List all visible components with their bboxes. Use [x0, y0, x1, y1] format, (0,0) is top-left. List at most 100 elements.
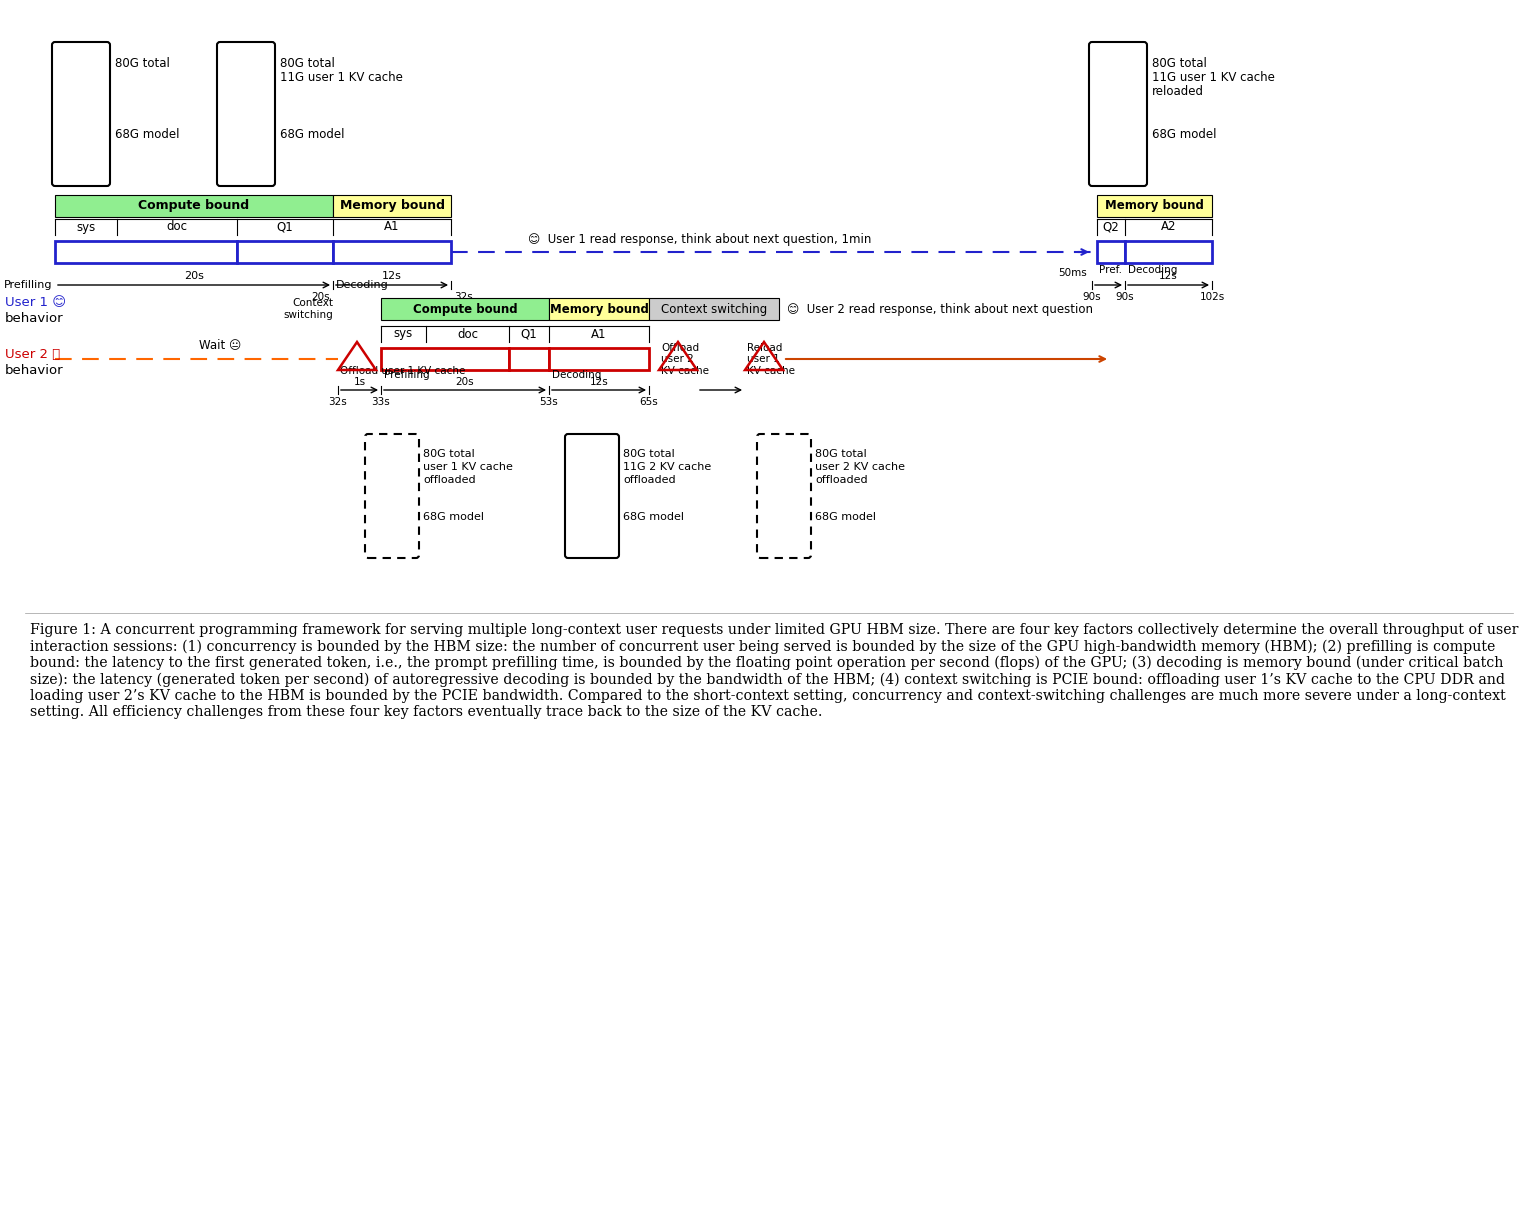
Bar: [549, 298, 649, 320]
Text: offloaded: offloaded: [423, 475, 475, 485]
Text: 50ms: 50ms: [1058, 268, 1087, 278]
Text: Memory bound: Memory bound: [549, 303, 649, 315]
Text: 12s: 12s: [1160, 271, 1178, 281]
Text: Compute bound: Compute bound: [412, 303, 517, 315]
Text: 😊  User 2 read response, think about next question: 😊 User 2 read response, think about next…: [787, 303, 1094, 315]
Text: doc: doc: [166, 221, 188, 234]
Text: 68G model: 68G model: [280, 128, 345, 142]
Text: reloaded: reloaded: [1152, 85, 1204, 98]
Text: 65s: 65s: [640, 398, 658, 407]
Text: Q1: Q1: [277, 221, 294, 234]
Bar: [58, 86, 103, 179]
Text: 33s: 33s: [372, 398, 391, 407]
Bar: [509, 348, 549, 370]
Text: Prefilling: Prefilling: [384, 370, 429, 381]
Text: user 1 KV cache: user 1 KV cache: [423, 462, 512, 471]
Text: 80G total: 80G total: [623, 448, 675, 459]
Text: 90s: 90s: [1115, 292, 1135, 302]
Text: Prefilling: Prefilling: [3, 280, 52, 290]
Bar: [572, 471, 612, 551]
Text: 80G total: 80G total: [1152, 57, 1207, 70]
Text: 68G model: 68G model: [1152, 128, 1217, 142]
Text: behavior: behavior: [5, 365, 63, 377]
Text: 68G model: 68G model: [623, 511, 684, 522]
Bar: [764, 471, 804, 551]
Text: 53s: 53s: [540, 398, 558, 407]
Bar: [549, 348, 649, 370]
Text: 11G user 1 KV cache: 11G user 1 KV cache: [280, 72, 403, 84]
Text: 80G total: 80G total: [815, 448, 867, 459]
Bar: [1097, 241, 1124, 263]
Text: sys: sys: [77, 221, 95, 234]
Text: 12s: 12s: [589, 377, 609, 387]
Bar: [764, 444, 804, 471]
Text: A1: A1: [384, 221, 400, 234]
Text: 68G model: 68G model: [115, 128, 180, 142]
Text: 32s: 32s: [454, 292, 472, 302]
Text: 20s: 20s: [185, 271, 205, 281]
Text: 68G model: 68G model: [815, 511, 877, 522]
FancyBboxPatch shape: [757, 434, 811, 558]
Text: User 1 😊: User 1 😊: [5, 297, 66, 309]
Bar: [1097, 86, 1140, 179]
Bar: [58, 50, 103, 84]
Text: 32s: 32s: [329, 398, 348, 407]
Text: Decoding: Decoding: [1127, 265, 1178, 275]
Text: User 2 👺: User 2 👺: [5, 348, 60, 360]
Text: Offload
user 2
KV cache: Offload user 2 KV cache: [661, 343, 709, 376]
Text: user 2 KV cache: user 2 KV cache: [815, 462, 904, 471]
Bar: [1124, 241, 1212, 263]
Text: 11G 2 KV cache: 11G 2 KV cache: [623, 462, 711, 471]
Bar: [649, 298, 780, 320]
Text: Wait 😐: Wait 😐: [198, 338, 241, 351]
Bar: [381, 348, 509, 370]
Bar: [1097, 195, 1212, 217]
Text: 80G total: 80G total: [115, 57, 169, 70]
Text: 20s: 20s: [311, 292, 331, 302]
Bar: [225, 50, 268, 84]
Text: 68G model: 68G model: [423, 511, 484, 522]
Bar: [1097, 50, 1140, 84]
FancyBboxPatch shape: [1089, 42, 1147, 185]
Text: 102s: 102s: [1200, 292, 1224, 302]
Text: Figure 1: A concurrent programming framework for serving multiple long-context u: Figure 1: A concurrent programming frame…: [31, 623, 1518, 720]
Text: Context
switching: Context switching: [283, 298, 334, 320]
Text: Compute bound: Compute bound: [138, 200, 249, 212]
Bar: [55, 195, 334, 217]
Text: Memory bound: Memory bound: [1106, 200, 1204, 212]
Text: sys: sys: [394, 327, 414, 341]
Text: 80G total: 80G total: [280, 57, 335, 70]
Text: 😊  User 1 read response, think about next question, 1min: 😊 User 1 read response, think about next…: [529, 233, 872, 246]
Bar: [381, 298, 549, 320]
Text: Context switching: Context switching: [661, 303, 767, 315]
Bar: [372, 444, 412, 471]
Text: behavior: behavior: [5, 313, 63, 326]
FancyBboxPatch shape: [365, 434, 418, 558]
Text: Pref.: Pref.: [1100, 265, 1123, 275]
Bar: [572, 444, 612, 471]
Text: Memory bound: Memory bound: [340, 200, 444, 212]
Text: A2: A2: [1161, 221, 1177, 234]
Text: Offload user 1 KV cache: Offload user 1 KV cache: [340, 366, 466, 376]
Text: Q2: Q2: [1103, 221, 1120, 234]
Text: Q1: Q1: [521, 327, 537, 341]
FancyBboxPatch shape: [52, 42, 111, 185]
Text: 12s: 12s: [381, 271, 401, 281]
Text: doc: doc: [457, 327, 478, 341]
FancyBboxPatch shape: [217, 42, 275, 185]
FancyBboxPatch shape: [564, 434, 618, 558]
Text: Decoding: Decoding: [552, 370, 601, 381]
Text: 11G user 1 KV cache: 11G user 1 KV cache: [1152, 72, 1275, 84]
Bar: [237, 241, 334, 263]
Text: Decoding: Decoding: [335, 280, 389, 290]
Text: offloaded: offloaded: [623, 475, 675, 485]
Bar: [225, 86, 268, 179]
Bar: [334, 241, 451, 263]
Bar: [372, 471, 412, 551]
Text: A1: A1: [591, 327, 608, 341]
Text: 90s: 90s: [1083, 292, 1101, 302]
Text: offloaded: offloaded: [815, 475, 867, 485]
Text: 1s: 1s: [354, 377, 366, 387]
Bar: [55, 241, 237, 263]
Text: 20s: 20s: [455, 377, 474, 387]
